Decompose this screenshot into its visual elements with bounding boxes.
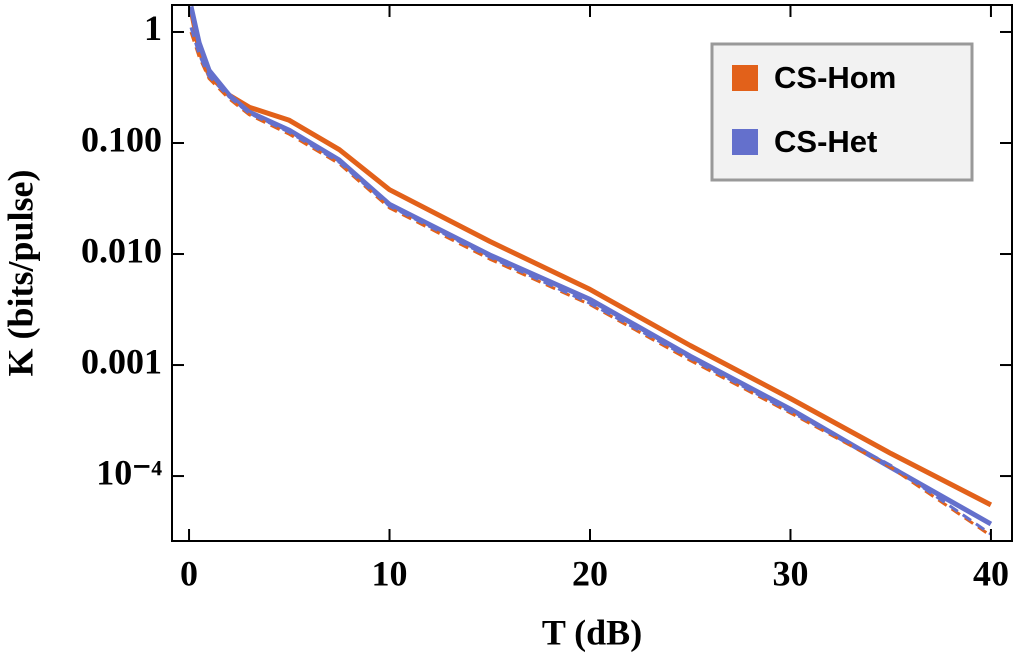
lines — [188, 5, 993, 537]
x-tick-label: 20 — [572, 553, 608, 593]
x-axis-label: T (dB) — [542, 612, 642, 652]
y-tick-label: 0.010 — [81, 230, 162, 270]
legend-label: CS-Het — [774, 124, 877, 159]
legend-swatch — [732, 65, 758, 91]
y-tick-label: 0.001 — [81, 341, 162, 381]
legend-swatch — [732, 129, 758, 155]
y-tick-label: 1 — [144, 8, 162, 48]
y-axis-label: K (bits/pulse) — [0, 169, 40, 376]
y-tick-label: 0.100 — [81, 119, 162, 159]
x-tick-label: 40 — [973, 553, 1009, 593]
plot-frame — [171, 4, 1013, 542]
x-tick-label: 30 — [772, 553, 808, 593]
legend-label: CS-Hom — [774, 60, 896, 95]
series-line — [189, 26, 992, 536]
x-tick-label: 10 — [372, 553, 408, 593]
x-tick-label: 0 — [180, 553, 198, 593]
y-tick-label: 10⁻⁴ — [96, 452, 162, 492]
